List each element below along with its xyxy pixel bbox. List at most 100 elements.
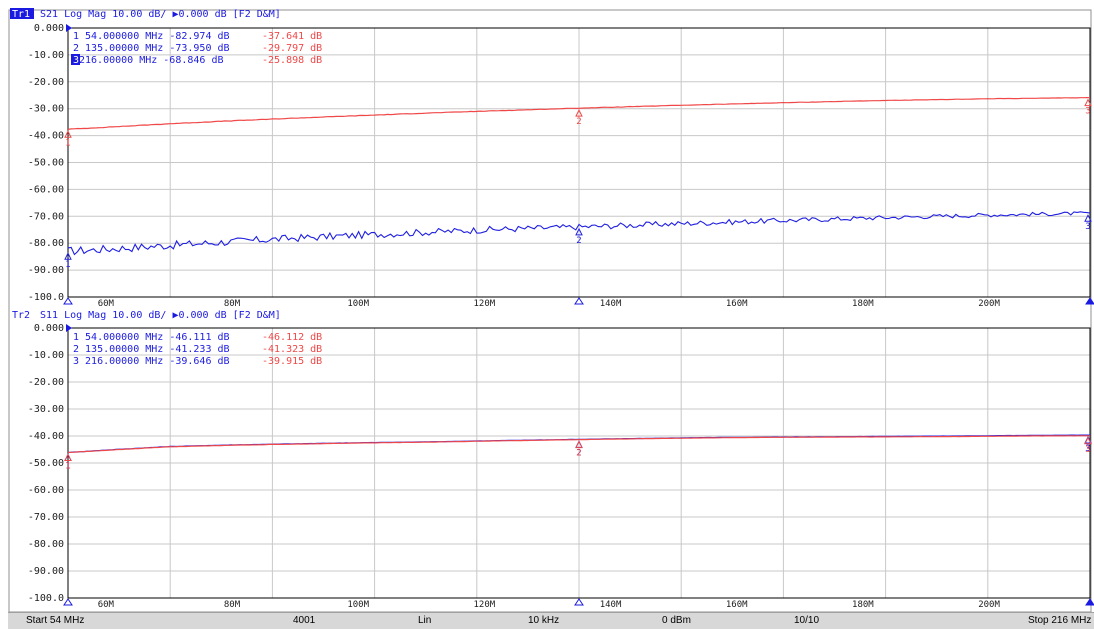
marker-number: 1 [65,138,70,148]
y-tick-label: -50.00 [28,458,64,469]
marker-memory-readout: -41.323 dB [262,344,322,355]
sweep-type[interactable]: Lin [418,615,432,626]
y-tick-label: -30.00 [28,404,64,415]
start-frequency[interactable]: Start 54 MHz [26,615,85,626]
marker-triangle-icon[interactable] [1084,98,1092,107]
trace-id: Tr2 [12,310,30,321]
trace-title: S21 Log Mag 10.00 dB/ ▶0.000 dB [F2 D&M] [40,9,281,20]
y-tick-label: 0.000 [34,323,64,334]
marker-triangle-icon[interactable] [575,109,583,117]
y-tick-label: -80.00 [28,539,64,550]
x-tick-label: 200M [978,600,1000,610]
averaging-count[interactable]: 10/10 [794,615,820,626]
stimulus-marker-icon[interactable] [1085,598,1094,606]
y-tick-label: -10.00 [28,350,64,361]
trace-id: Tr1 [12,9,30,20]
marker-readout: 2 135.00000 MHz -73.950 dB [73,43,230,54]
status-bar: Start 54 MHz 4001 Lin 10 kHz 0 dBm 10/10… [8,612,1094,629]
y-tick-label: -90.00 [28,566,64,577]
x-tick-label: 80M [224,600,241,610]
x-tick-label: 140M [600,600,622,610]
active-marker-id: 3 [73,55,79,66]
x-tick-label: 180M [852,600,874,610]
marker-number: 1 [65,260,70,270]
marker-readout: 2 135.00000 MHz -41.233 dB [73,344,230,355]
trace-line-memory [67,435,1090,454]
marker-readout: 1 54.000000 MHz -82.974 dB [73,31,230,42]
x-tick-label: 160M [726,600,748,610]
marker-triangle-icon[interactable] [1084,436,1092,445]
x-tick-label: 60M [98,600,115,610]
x-tick-label: 200M [978,299,1000,309]
marker-number: 3 [1085,445,1090,455]
x-tick-label: 180M [852,299,874,309]
y-tick-label: -20.00 [28,77,64,88]
marker-number: 2 [576,448,581,458]
if-bandwidth[interactable]: 10 kHz [528,615,560,626]
plot-frame [67,327,1091,599]
y-tick-label: -60.00 [28,485,64,496]
stimulus-marker-icon[interactable] [1085,297,1094,305]
source-power[interactable]: 0 dBm [662,615,691,626]
marker-number: 1 [65,462,70,472]
trace-line-memory [67,96,1091,130]
marker-readout: 216.00000 MHz -68.846 dB [79,55,224,66]
marker-triangle-icon[interactable] [575,440,583,449]
marker-number: 2 [576,117,581,127]
reference-level-icon[interactable] [66,324,72,332]
stimulus-marker-icon[interactable] [63,297,73,305]
x-tick-label: 120M [474,600,496,610]
x-tick-label: 160M [726,299,748,309]
marker-number: 3 [1085,107,1090,117]
y-tick-label: 0.000 [34,23,64,34]
trace-badge[interactable] [10,8,34,19]
y-tick-label: -30.00 [28,104,64,115]
marker-memory-readout: -46.112 dB [262,332,322,343]
active-marker-badge[interactable] [71,54,80,65]
x-tick-label: 60M [98,299,115,309]
marker-memory-readout: -37.641 dB [262,31,322,42]
y-tick-label: -50.00 [28,158,64,169]
marker-readout: 3 216.00000 MHz -39.646 dB [73,356,230,367]
plot-frame [67,27,1091,298]
marker-readout: 1 54.000000 MHz -46.111 dB [73,332,230,343]
marker-number: 3 [1085,222,1090,232]
stimulus-marker-icon[interactable] [574,297,584,305]
x-tick-label: 100M [347,600,369,610]
trace-title: S11 Log Mag 10.00 dB/ ▶0.000 dB [F2 D&M] [40,310,281,321]
trace-line-data [67,211,1091,256]
marker-number: 3 [1085,444,1090,454]
marker-triangle-icon[interactable] [64,130,72,138]
marker-triangle-icon[interactable] [1084,214,1092,222]
trace-panel-1: Tr1 S21 Log Mag 10.00 dB/ ▶0.000 dB [F2 D… [10,8,1094,309]
marker-memory-readout: -29.797 dB [262,43,322,54]
marker-number: 2 [576,236,581,246]
y-tick-label: -10.00 [28,50,64,61]
marker-triangle-icon[interactable] [64,252,72,260]
sweep-points[interactable]: 4001 [293,615,316,626]
x-tick-label: 100M [347,299,369,309]
y-tick-label: -100.0 [28,292,64,303]
x-tick-label: 80M [224,299,241,309]
y-tick-label: -40.00 [28,431,64,442]
marker-number: 1 [65,461,70,471]
x-tick-label: 140M [600,299,622,309]
reference-level-icon[interactable] [66,24,72,32]
y-tick-label: -100.0 [28,593,64,604]
y-tick-label: -40.00 [28,131,64,142]
y-tick-label: -80.00 [28,238,64,249]
marker-memory-readout: -39.915 dB [262,356,322,367]
stimulus-marker-icon[interactable] [574,598,584,606]
y-tick-label: -70.00 [28,512,64,523]
stimulus-marker-icon[interactable] [63,598,73,606]
y-tick-label: -20.00 [28,377,64,388]
y-tick-label: -70.00 [28,211,64,222]
grid [67,27,1091,298]
marker-triangle-icon[interactable] [575,227,583,236]
stop-frequency[interactable]: Stop 216 MHz [1028,615,1092,626]
marker-number: 2 [576,449,581,459]
marker-triangle-icon[interactable] [64,453,72,462]
trace-panel-2: Tr2 S11 Log Mag 10.00 dB/ ▶0.000 dB [F2 D… [12,310,1094,610]
grid [67,327,1091,599]
